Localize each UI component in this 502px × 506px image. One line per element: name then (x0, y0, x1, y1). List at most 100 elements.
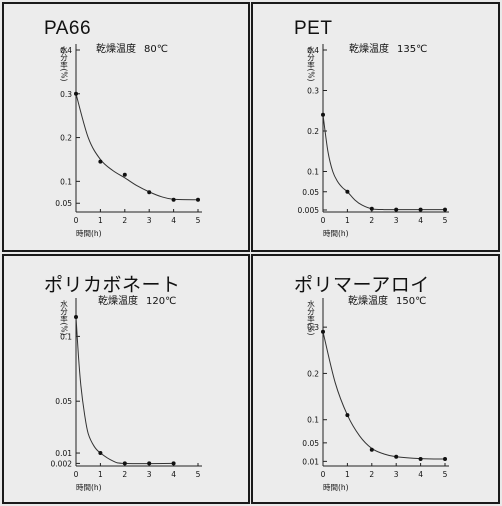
data-point (147, 190, 152, 195)
chart-panel (251, 2, 500, 252)
x-tick-label: 5 (196, 470, 201, 479)
y-axis-label: 水分率(%) (306, 299, 315, 336)
condition-label: 乾燥温度 (98, 296, 138, 307)
chart-title: PET (294, 18, 333, 39)
x-tick-label: 2 (122, 216, 127, 225)
x-tick-label: 5 (443, 216, 448, 225)
chart-panel (2, 2, 250, 252)
y-tick-label: 0.3 (307, 87, 319, 96)
x-tick-label: 4 (171, 470, 176, 479)
x-tick-label: 4 (171, 216, 176, 225)
condition-label: 乾燥温度 (348, 296, 388, 307)
y-tick-label: 0.05 (302, 188, 319, 197)
data-point (418, 457, 423, 462)
data-point (98, 451, 103, 456)
condition-value: 80℃ (144, 44, 168, 55)
x-tick-label: 4 (418, 216, 423, 225)
x-tick-label: 0 (74, 470, 79, 479)
condition-value: 120℃ (146, 296, 177, 307)
data-point (74, 314, 78, 319)
chart-title: ポリカボネート (44, 275, 181, 296)
x-tick-label: 0 (74, 216, 79, 225)
data-point (443, 207, 447, 212)
y-tick-label: 0.005 (298, 206, 320, 215)
y-tick-label: 0.2 (60, 134, 72, 143)
y-tick-label: 0.4 (60, 46, 72, 55)
x-tick-label: 5 (196, 216, 201, 225)
y-tick-label: 0.002 (51, 459, 73, 468)
y-tick-label: 0.01 (302, 457, 319, 466)
y-tick-label: 0.05 (55, 199, 72, 208)
x-tick-label: 4 (418, 470, 423, 479)
drying-temperature-label: 乾燥温度 120℃ (98, 292, 184, 307)
y-tick-label: 0.1 (60, 177, 72, 186)
data-point (122, 461, 127, 466)
x-axis-label: 時間(h) (76, 483, 102, 492)
data-point (321, 112, 325, 117)
y-axis-label: 水分率(%) (59, 45, 68, 82)
series-line (322, 331, 446, 460)
chart-panel (251, 254, 500, 504)
data-point (443, 457, 447, 462)
data-point (171, 197, 176, 202)
x-axis-label: 時間(h) (323, 483, 349, 492)
data-point (74, 91, 78, 96)
x-tick-label: 0 (321, 470, 326, 479)
data-point (345, 413, 350, 418)
x-tick-label: 2 (369, 470, 374, 479)
chart-title: PA66 (44, 18, 92, 39)
data-point (196, 197, 200, 202)
x-tick-label: 3 (394, 470, 399, 479)
chart-title: ポリマーアロイ (294, 275, 430, 296)
y-tick-label: 0.01 (55, 449, 72, 458)
data-point (122, 172, 127, 177)
x-tick-label: 3 (147, 216, 152, 225)
x-tick-label: 2 (122, 470, 127, 479)
x-tick-label: 5 (443, 470, 448, 479)
drying-temperature-label: 乾燥温度 135℃ (349, 40, 435, 55)
series-line (75, 93, 199, 201)
data-point (369, 206, 374, 211)
y-tick-label: 0.05 (302, 439, 319, 448)
y-tick-label: 0.2 (307, 127, 319, 136)
data-point (394, 207, 399, 212)
x-tick-label: 1 (345, 470, 350, 479)
y-tick-label: 0.1 (307, 416, 319, 425)
data-point (98, 159, 103, 164)
data-point (394, 454, 399, 459)
x-tick-label: 1 (98, 470, 103, 479)
series-line (75, 316, 174, 465)
x-tick-label: 0 (321, 216, 326, 225)
y-tick-label: 0.05 (55, 397, 72, 406)
condition-value: 150℃ (396, 296, 427, 307)
drying-temperature-label: 乾燥温度 150℃ (348, 292, 434, 307)
data-point (418, 207, 423, 212)
y-axis-label: 水分率(%) (59, 299, 68, 336)
data-point (321, 329, 325, 334)
x-tick-label: 3 (147, 470, 152, 479)
data-point (171, 461, 176, 466)
x-tick-label: 1 (98, 216, 103, 225)
drying-temperature-label: 乾燥温度 80℃ (96, 40, 176, 55)
x-axis-label: 時間(h) (323, 229, 349, 238)
data-point (147, 461, 152, 466)
x-tick-label: 2 (369, 216, 374, 225)
condition-label: 乾燥温度 (349, 44, 389, 55)
y-tick-label: 0.1 (307, 168, 319, 177)
y-tick-label: 0.4 (307, 46, 319, 55)
y-tick-label: 0.2 (307, 369, 319, 378)
y-tick-label: 0.3 (307, 323, 319, 332)
x-tick-label: 1 (345, 216, 350, 225)
x-tick-label: 3 (394, 216, 399, 225)
x-axis-label: 時間(h) (76, 229, 102, 238)
y-tick-label: 0.3 (60, 90, 72, 99)
data-point (345, 189, 350, 194)
y-axis-label: 水分率(%) (306, 45, 315, 82)
condition-value: 135℃ (397, 44, 428, 55)
y-tick-label: 0.1 (60, 332, 72, 341)
